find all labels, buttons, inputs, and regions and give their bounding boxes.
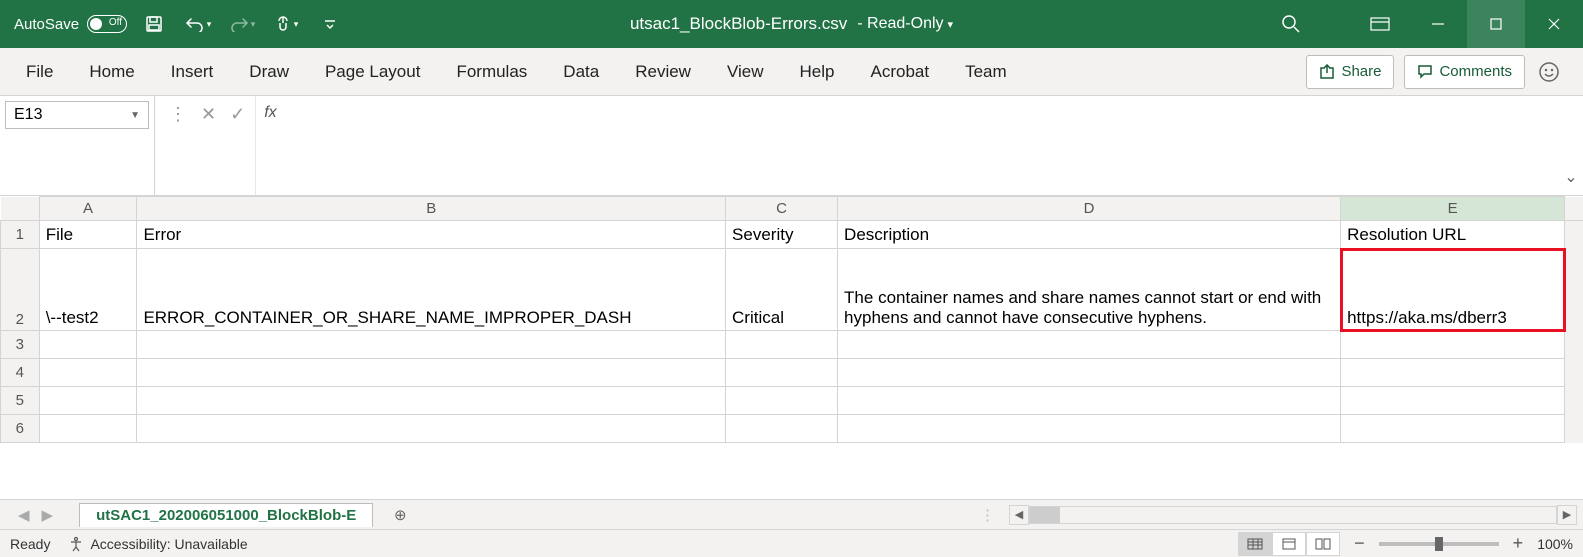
status-ready: Ready <box>10 536 50 552</box>
tab-help[interactable]: Help <box>782 48 853 96</box>
autosave-toggle[interactable]: AutoSave Off <box>14 15 127 33</box>
select-all-corner[interactable] <box>1 197 40 221</box>
tab-acrobat[interactable]: Acrobat <box>852 48 947 96</box>
tab-review[interactable]: Review <box>617 48 709 96</box>
cell-C1[interactable]: Severity <box>726 221 838 249</box>
col-header-A[interactable]: A <box>39 197 137 221</box>
tab-nav-prev-icon[interactable]: ◀ <box>12 506 36 524</box>
view-normal-icon[interactable] <box>1238 532 1272 556</box>
accessibility-status[interactable]: Accessibility: Unavailable <box>68 536 247 552</box>
col-header-B[interactable]: B <box>137 197 726 221</box>
cell-B1[interactable]: Error <box>137 221 726 249</box>
row-header-4[interactable]: 4 <box>1 359 40 387</box>
row-header-2[interactable]: 2 <box>1 249 40 331</box>
row-header-6[interactable]: 6 <box>1 415 40 443</box>
tab-formulas[interactable]: Formulas <box>438 48 545 96</box>
close-icon[interactable] <box>1525 0 1583 48</box>
tab-draw[interactable]: Draw <box>231 48 307 96</box>
horizontal-scrollbar[interactable] <box>1029 506 1557 524</box>
tab-home[interactable]: Home <box>71 48 152 96</box>
row-header-1[interactable]: 1 <box>1 221 40 249</box>
hscroll-left-icon[interactable]: ◀ <box>1009 505 1029 525</box>
formula-bar: E13 ▼ ⋮ ✕ ✓ fx ⌄ <box>0 96 1583 196</box>
comments-button[interactable]: Comments <box>1404 55 1525 89</box>
sheet-tabs-row: ◀ ▶ utSAC1_202006051000_BlockBlob-E ⊕ ⋮ … <box>0 499 1583 529</box>
cell-A1[interactable]: File <box>39 221 137 249</box>
add-sheet-button[interactable]: ⊕ <box>385 506 415 524</box>
share-button[interactable]: Share <box>1306 55 1394 89</box>
chevron-down-icon[interactable]: ▼ <box>130 110 140 121</box>
zoom-out-button[interactable]: − <box>1354 533 1365 554</box>
cell-B2[interactable]: ERROR_CONTAINER_OR_SHARE_NAME_IMPROPER_D… <box>137 249 726 331</box>
formula-input[interactable] <box>285 96 1559 195</box>
cell-D2[interactable]: The container names and share names cann… <box>838 249 1341 331</box>
spreadsheet-grid[interactable]: A B C D E 1 File Error Severity Descript… <box>0 196 1583 443</box>
undo-icon[interactable]: ▾ <box>181 7 215 41</box>
cancel-icon[interactable]: ✕ <box>201 104 216 125</box>
save-icon[interactable] <box>137 7 171 41</box>
cell-C2[interactable]: Critical <box>726 249 838 331</box>
tab-data[interactable]: Data <box>545 48 617 96</box>
ribbon-display-icon[interactable] <box>1351 0 1409 48</box>
cell-D1[interactable]: Description <box>838 221 1341 249</box>
read-only-indicator[interactable]: - Read-Only ▾ <box>857 15 953 33</box>
minimize-icon[interactable] <box>1409 0 1467 48</box>
autosave-label: AutoSave <box>14 16 79 33</box>
search-icon[interactable] <box>1231 14 1351 34</box>
status-bar: Ready Accessibility: Unavailable − + 100… <box>0 529 1583 557</box>
touch-mode-icon[interactable]: ▾ <box>269 7 303 41</box>
cell-E1[interactable]: Resolution URL <box>1341 221 1565 249</box>
tab-split-handle[interactable]: ⋮ <box>980 506 1003 524</box>
title-bar: AutoSave Off ▾ ▾ ▾ utsac1_BlockBlob-Erro… <box>0 0 1583 48</box>
tab-insert[interactable]: Insert <box>153 48 232 96</box>
tab-pagelayout[interactable]: Page Layout <box>307 48 438 96</box>
fx-label[interactable]: fx <box>256 96 284 195</box>
grid-area: A B C D E 1 File Error Severity Descript… <box>0 196 1583 499</box>
redo-icon[interactable]: ▾ <box>225 7 259 41</box>
maximize-icon[interactable] <box>1467 0 1525 48</box>
tab-view[interactable]: View <box>709 48 782 96</box>
enter-icon[interactable]: ✓ <box>230 104 245 125</box>
tab-nav-next-icon[interactable]: ▶ <box>36 506 60 524</box>
view-pagebreak-icon[interactable] <box>1306 532 1340 556</box>
cell-A2[interactable]: \--test2 <box>39 249 137 331</box>
row-header-3[interactable]: 3 <box>1 331 40 359</box>
zoom-slider[interactable] <box>1379 542 1499 546</box>
hscroll-right-icon[interactable]: ▶ <box>1557 505 1577 525</box>
tab-team[interactable]: Team <box>947 48 1025 96</box>
document-title: utsac1_BlockBlob-Errors.csv <box>630 14 847 34</box>
zoom-level[interactable]: 100% <box>1537 536 1573 552</box>
col-header-E[interactable]: E <box>1341 197 1565 221</box>
tab-file[interactable]: File <box>8 48 71 96</box>
sheet-tab-active[interactable]: utSAC1_202006051000_BlockBlob-E <box>79 503 373 527</box>
zoom-in-button[interactable]: + <box>1513 533 1524 554</box>
row-header-5[interactable]: 5 <box>1 387 40 415</box>
cell-E2[interactable]: https://aka.ms/dberr3 <box>1341 249 1565 331</box>
formula-collapse-icon[interactable]: ⌄ <box>1559 96 1583 195</box>
qat-customize-icon[interactable] <box>313 7 347 41</box>
col-header-D[interactable]: D <box>838 197 1341 221</box>
view-pagelayout-icon[interactable] <box>1272 532 1306 556</box>
col-header-C[interactable]: C <box>726 197 838 221</box>
dots-icon: ⋮ <box>169 104 187 125</box>
name-box[interactable]: E13 ▼ <box>5 101 149 129</box>
ribbon-tabs: File Home Insert Draw Page Layout Formul… <box>0 48 1583 96</box>
feedback-icon[interactable] <box>1535 58 1563 86</box>
vertical-scrollbar[interactable] <box>1565 221 1583 443</box>
